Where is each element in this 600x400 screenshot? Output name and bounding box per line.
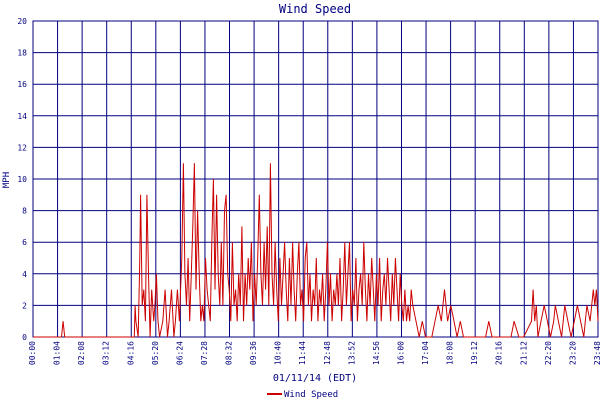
- y-tick-label: 20: [17, 17, 27, 26]
- y-tick-label: 12: [17, 143, 27, 152]
- x-tick-label: 23:48: [593, 341, 600, 365]
- y-axis-ticks: 0 2 4 6 8 10 12 14 16 18 20: [17, 17, 27, 342]
- x-axis-label: 01/11/14 (EDT): [273, 373, 357, 384]
- x-tick-label: 00:00: [28, 341, 37, 365]
- y-tick-label: 0: [22, 333, 27, 342]
- x-tick-label: 02:08: [77, 341, 86, 365]
- y-tick-label: 2: [22, 301, 27, 310]
- x-tick-label: 18:08: [446, 341, 455, 365]
- x-tick-label: 13:52: [347, 341, 356, 365]
- x-tick-label: 01:04: [53, 341, 62, 365]
- x-tick-label: 08:32: [225, 341, 234, 365]
- x-tick-label: 09:36: [249, 341, 258, 365]
- series-layer: [33, 163, 599, 338]
- x-tick-label: 11:44: [298, 341, 307, 365]
- y-tick-label: 8: [22, 207, 27, 216]
- x-tick-label: 12:48: [323, 341, 332, 365]
- x-tick-label: 16:00: [396, 341, 405, 365]
- x-tick-label: 04:16: [126, 341, 135, 365]
- y-tick-label: 4: [22, 270, 27, 279]
- series-line-wind-speed: [33, 163, 599, 338]
- x-tick-label: 03:12: [102, 341, 111, 365]
- x-tick-label: 14:56: [372, 341, 381, 365]
- legend: Wind Speed: [267, 390, 338, 400]
- y-axis-label: MPH: [2, 172, 12, 188]
- x-tick-label: 07:28: [200, 341, 209, 365]
- y-tick-label: 18: [17, 49, 27, 58]
- x-tick-label: 10:40: [274, 341, 283, 365]
- x-axis-ticks: 00:00 01:04 02:08 03:12 04:16 05:20 06:24 07:28…: [28, 341, 600, 365]
- chart-title: Wind Speed: [279, 2, 351, 16]
- x-tick-label: 05:20: [151, 341, 160, 365]
- legend-label: Wind Speed: [284, 390, 338, 400]
- y-tick-label: 16: [17, 80, 27, 89]
- x-tick-label: 23:20: [568, 341, 577, 365]
- y-tick-label: 14: [17, 112, 27, 121]
- x-tick-label: 17:04: [421, 341, 430, 365]
- x-tick-label: 22:20: [544, 341, 553, 365]
- x-tick-label: 06:24: [175, 341, 184, 365]
- x-tick-label: 19:12: [470, 341, 479, 365]
- y-tick-label: 10: [17, 175, 27, 184]
- y-tick-label: 6: [22, 238, 27, 247]
- x-tick-label: 20:16: [495, 341, 504, 365]
- x-tick-label: 21:12: [519, 341, 528, 365]
